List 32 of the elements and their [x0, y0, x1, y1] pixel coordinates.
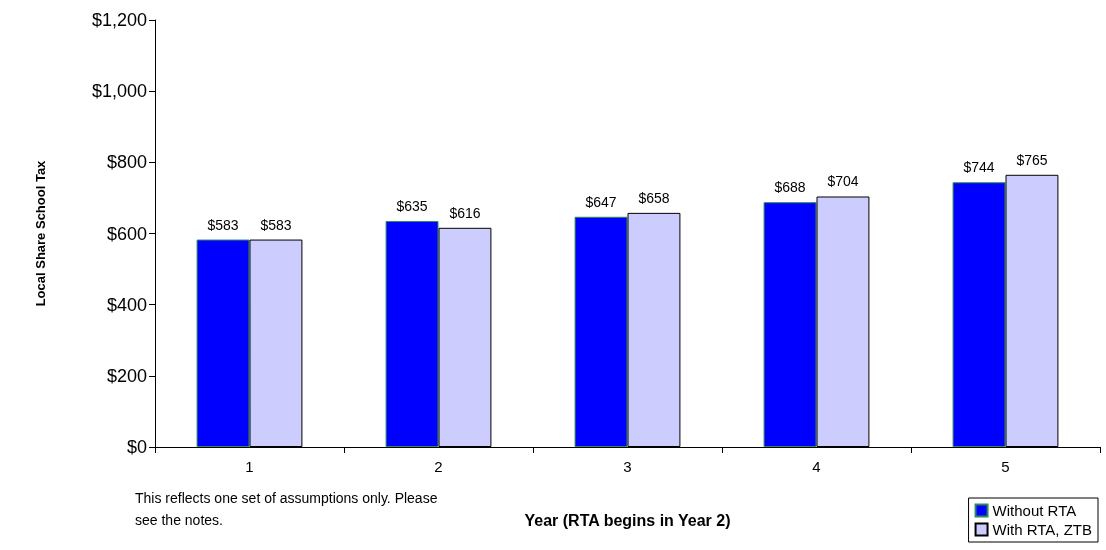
text: This reflects one set of assumptions only. Please see the notes. [135, 490, 442, 528]
y-tick-label: $800 [106, 152, 147, 173]
data-label: $583 [207, 216, 239, 233]
x-tick-label: 5 [1001, 458, 1010, 475]
data-label: $765 [1016, 151, 1048, 168]
x-tick-label: 2 [434, 458, 443, 475]
data-label: $616 [449, 204, 481, 221]
legend-label: Without RTA [992, 502, 1077, 519]
data-label: $704 [827, 173, 859, 190]
x-tick-label: 1 [245, 458, 254, 475]
bar [763, 202, 817, 447]
bar [952, 182, 1006, 447]
y-tick-label: $1,000 [91, 81, 147, 102]
y-axis-title: Local Share School Tax [33, 159, 48, 307]
y-tick-label: $200 [106, 365, 147, 386]
data-label: $744 [963, 159, 995, 176]
y-tick-label: $400 [106, 294, 147, 315]
bar [196, 239, 250, 447]
y-tick-label: $600 [106, 223, 147, 244]
y-tick-label: $1,200 [91, 10, 147, 30]
data-label: $583 [260, 216, 292, 233]
data-label: $635 [396, 198, 428, 215]
x-tick-label: 3 [623, 458, 632, 475]
legend-label: With RTA, ZTB [992, 521, 1092, 538]
x-tick-label: 4 [812, 458, 821, 475]
y-tick-label: $0 [126, 437, 147, 457]
data-label: $688 [774, 179, 806, 196]
data-label: $647 [585, 193, 617, 210]
bar [385, 221, 439, 447]
data-label: $658 [638, 189, 670, 206]
x-axis-title: Year (RTA begins in Year 2) [524, 511, 731, 529]
bar [574, 216, 628, 447]
